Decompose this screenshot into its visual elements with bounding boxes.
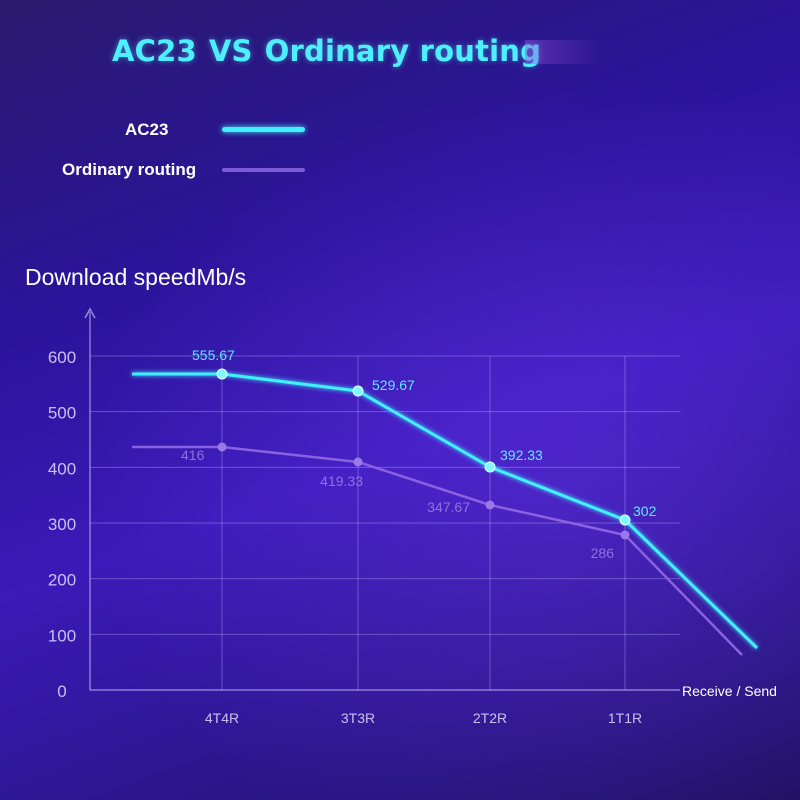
x-tick-label: 2T2R [473, 710, 507, 726]
data-point-ordinary-routing [217, 442, 227, 452]
chart-title: AC23 VS Ordinary routing [112, 34, 541, 68]
data-label-ac23: 392.33 [500, 447, 543, 463]
data-label-ordinary-routing: 286 [591, 545, 615, 561]
data-point-ac23 [484, 461, 496, 473]
data-point-ordinary-routing [353, 457, 363, 467]
data-point-ac23 [216, 368, 228, 380]
title-ordinary-routing: Ordinary routing [264, 34, 542, 68]
data-label-ac23: 302 [633, 503, 657, 519]
y-tick-label: 500 [48, 404, 76, 423]
data-point-ordinary-routing [485, 500, 495, 510]
y-tick-label: 200 [48, 571, 76, 590]
title-ac23: AC23 [112, 34, 197, 68]
legend-label-ac23: AC23 [125, 120, 169, 139]
x-tick-label: 4T4R [205, 710, 239, 726]
legend-label-ordinary-routing: Ordinary routing [62, 160, 197, 179]
y-tick-label: 300 [48, 515, 76, 534]
y-axis-title: Download speedMb/s [25, 264, 247, 290]
y-tick-label: 400 [48, 459, 76, 478]
y-tick-label: 100 [48, 626, 76, 645]
y-tick-label: 600 [48, 348, 76, 367]
data-label-ac23: 529.67 [372, 377, 415, 393]
legend-item-ordinary-routing: Ordinary routing [62, 160, 196, 180]
data-label-ordinary-routing: 419.33 [320, 473, 363, 489]
series-line-ac23 [132, 372, 759, 650]
data-point-ordinary-routing [620, 530, 630, 540]
y-tick-label: 0 [57, 682, 66, 701]
x-tick-label: 1T1R [608, 710, 642, 726]
title-decoration [525, 40, 600, 64]
data-point-ac23 [352, 385, 364, 397]
y-axis-arrow-icon [84, 307, 96, 319]
x-tick-label: 3T3R [341, 710, 375, 726]
grid-lines [90, 355, 680, 690]
title-vs: VS [208, 34, 253, 68]
legend-line-ac23 [222, 127, 305, 132]
data-label-ordinary-routing: 416 [181, 447, 205, 463]
data-label-ac23: 555.67 [192, 347, 235, 363]
legend-item-ac23: AC23 [125, 120, 168, 140]
series-group [132, 368, 759, 656]
legend-line-ordinary-routing [222, 168, 305, 172]
data-label-ordinary-routing: 347.67 [427, 499, 470, 515]
axes: 0 100 200 300 400 500 600 4T4R 3T3R 2T2R 1T1R Recei… [48, 307, 777, 726]
labels-group: 416 419.33 347.67 286 555.67 529.67 392.33 302 [181, 347, 657, 561]
data-point-ac23 [619, 514, 631, 526]
series-line-ordinary-routing [132, 445, 743, 656]
x-axis-title: Receive / Send [682, 683, 777, 699]
